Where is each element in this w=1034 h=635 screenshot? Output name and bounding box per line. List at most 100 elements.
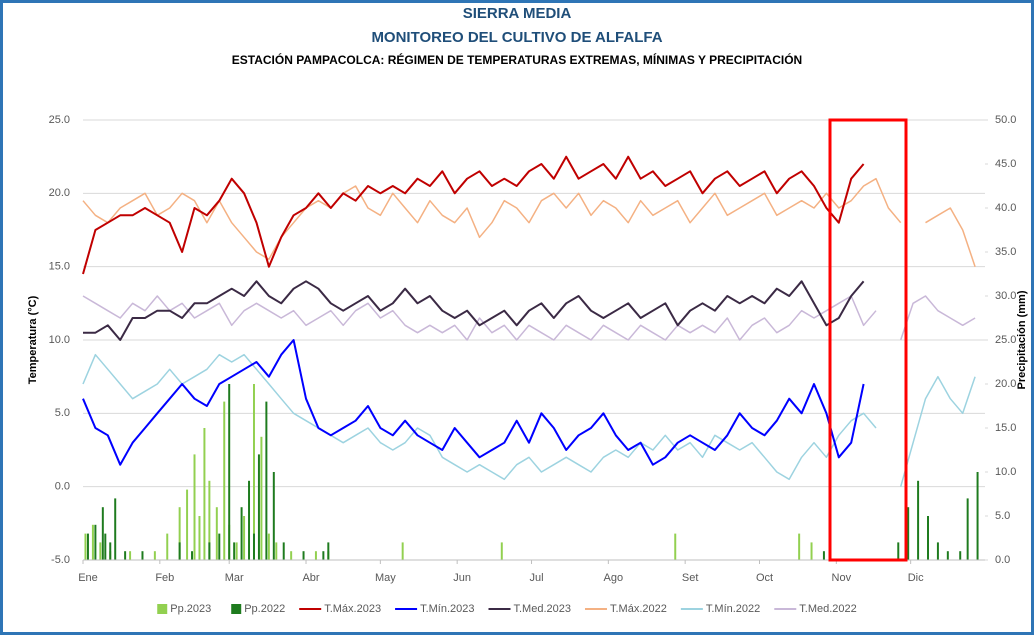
- bar: [290, 551, 293, 560]
- bar: [500, 542, 503, 560]
- legend-label: T.Mín.2022: [706, 603, 760, 615]
- line: [83, 280, 865, 341]
- legend-item: T.Máx.2022: [584, 603, 667, 615]
- legend-label: Pp.2022: [244, 603, 285, 615]
- legend-label: Pp.2023: [170, 603, 211, 615]
- y-tick-label: -5.0: [51, 554, 70, 566]
- x-tick-label: Ene: [78, 572, 98, 584]
- bar: [198, 516, 201, 560]
- x-tick-label: Feb: [155, 572, 174, 584]
- y-tick-label: 5.0: [55, 407, 70, 419]
- y2-tick-label: 45.0: [995, 158, 1016, 170]
- y-tick-label: 20.0: [49, 187, 70, 199]
- plot-area: -5.0 0.0 5.0 10.0 15.0 20.0 25.0 0.0 5.0 10.0 15.0…: [49, 114, 1017, 584]
- legend-swatch: [157, 604, 168, 614]
- bar: [86, 533, 89, 560]
- legend-item: T.Máx.2023: [299, 603, 381, 615]
- bar: [907, 507, 910, 560]
- x-tick-label: Jul: [529, 572, 543, 584]
- bar: [976, 472, 979, 560]
- bar: [235, 542, 238, 560]
- y2-tick-label: 20.0: [995, 378, 1016, 390]
- bar: [203, 428, 206, 560]
- legend: Pp.2023 Pp.2022 T.Máx.2023 T.Mín.2023 T.Med.…: [157, 603, 857, 615]
- bar: [124, 551, 127, 560]
- bar: [322, 551, 325, 560]
- bar: [252, 384, 255, 560]
- y2-axis-title: Precipitación (mm): [1016, 290, 1028, 389]
- bar: [178, 542, 181, 560]
- bar: [302, 551, 305, 560]
- bar: [186, 489, 189, 560]
- bar: [265, 401, 268, 560]
- bar: [897, 542, 900, 560]
- y2-tick-label: 25.0: [995, 334, 1016, 346]
- bar: [193, 454, 196, 560]
- bar: [946, 551, 949, 560]
- bar: [178, 507, 181, 560]
- legend-item: Pp.2023: [157, 603, 211, 615]
- bar: [191, 551, 194, 560]
- y2-tick-label: 10.0: [995, 466, 1016, 478]
- bar: [99, 542, 102, 560]
- y-tick-label: 10.0: [49, 334, 70, 346]
- legend-item: T.Mín.2022: [680, 603, 760, 615]
- y-tick-label: 15.0: [49, 261, 70, 273]
- x-tick-label: Set: [682, 572, 699, 584]
- bar: [141, 551, 144, 560]
- bar: [109, 542, 112, 560]
- legend-label: T.Med.2023: [514, 603, 571, 615]
- legend-label: T.Med.2022: [799, 603, 856, 615]
- x-tick-label: May: [375, 572, 396, 584]
- bar: [917, 480, 920, 560]
- line: [82, 295, 976, 341]
- bar: [233, 542, 236, 560]
- bar: [936, 542, 939, 560]
- y2-tick-label: 0.0: [995, 554, 1010, 566]
- bar: [822, 551, 825, 560]
- bar: [401, 542, 404, 560]
- bar: [218, 533, 221, 560]
- bar: [275, 542, 278, 560]
- bar: [810, 542, 813, 560]
- x-tick-label: Mar: [225, 572, 244, 584]
- bar: [248, 480, 251, 560]
- legend-swatch: [231, 604, 242, 614]
- legend-label: T.Máx.2022: [610, 603, 667, 615]
- y2-tick-label: 30.0: [995, 290, 1016, 302]
- bar: [272, 472, 275, 560]
- bar: [959, 551, 962, 560]
- bar: [314, 551, 317, 560]
- legend-item: Pp.2022: [231, 603, 285, 615]
- bar: [240, 507, 243, 560]
- bar: [228, 384, 231, 560]
- bar: [84, 533, 87, 560]
- legend-label: T.Máx.2023: [324, 603, 381, 615]
- bar: [243, 516, 246, 560]
- bar: [927, 516, 929, 560]
- bar: [966, 498, 969, 560]
- chart-subtitle: MONITOREO DEL CULTIVO DE ALFALFA: [371, 29, 662, 46]
- bar: [282, 542, 285, 560]
- bar: [327, 542, 330, 560]
- legend-item: T.Med.2023: [488, 603, 571, 615]
- x-tick-label: Ago: [604, 572, 624, 584]
- chart-title: SIERRA MEDIA: [463, 5, 572, 22]
- x-tick-label: Dic: [908, 572, 924, 584]
- bar: [252, 533, 255, 560]
- bar: [798, 533, 801, 560]
- x-tick-label: Nov: [832, 572, 852, 584]
- legend-item: T.Med.2022: [774, 603, 857, 615]
- highlight-box: [828, 118, 908, 562]
- bar: [674, 533, 677, 560]
- bar: [94, 524, 97, 560]
- bar: [267, 533, 270, 560]
- line: [82, 339, 865, 466]
- y-tick-label: 25.0: [49, 114, 70, 126]
- bar: [153, 551, 156, 560]
- y2-tick-label: 50.0: [995, 114, 1016, 126]
- bar: [129, 551, 132, 560]
- chart-caption: ESTACIÓN PAMPACOLCA: RÉGIMEN DE TEMPERAT…: [232, 52, 802, 67]
